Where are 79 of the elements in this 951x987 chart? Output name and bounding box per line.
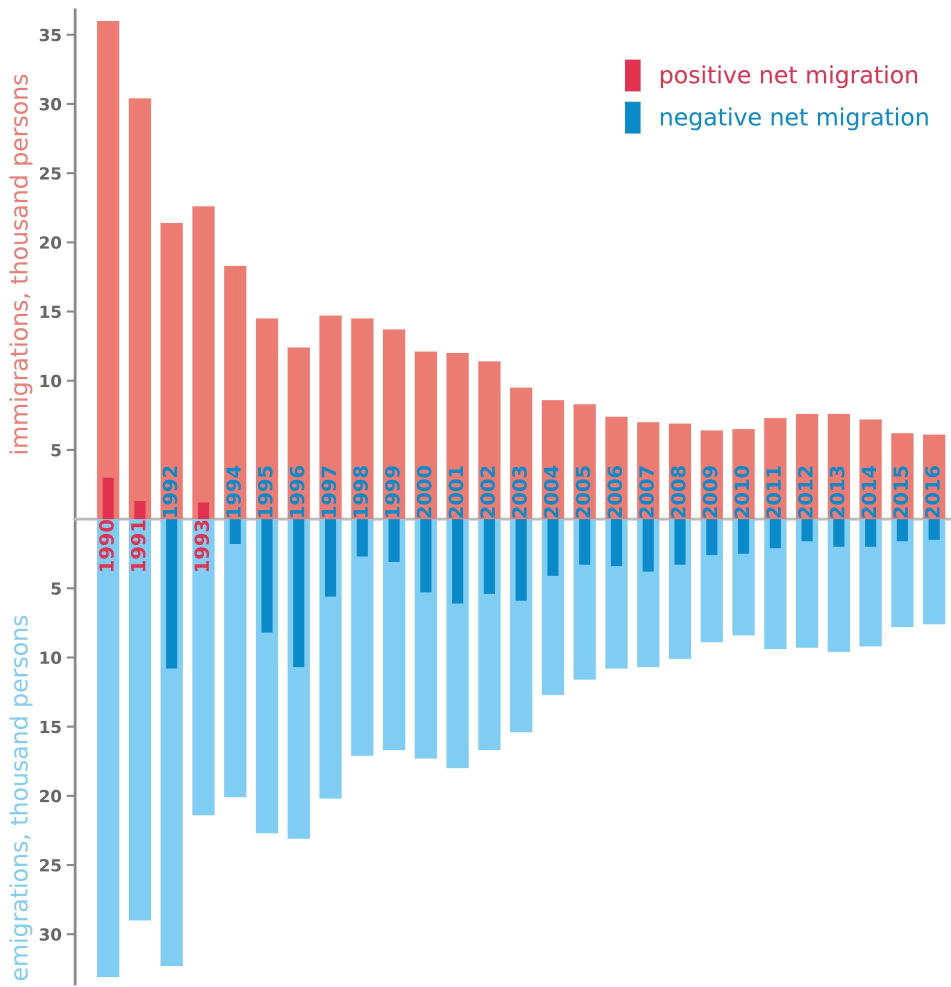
x-tick-label: 1992 [162,466,178,517]
text: emigrations, thousand persons [9,616,32,980]
x-tick-label: 2010 [734,466,750,518]
x-tick-label: 2000 [416,466,432,518]
bar [802,519,813,542]
y-tick-label: 10 [40,374,62,388]
x-tick-label: 1994 [226,466,241,517]
bar [828,519,850,652]
bar [770,519,781,548]
bar [351,519,374,756]
y-tick-label: 25 [40,859,61,872]
y-tick-label: 35 [40,28,61,42]
x-tick-label: 2002 [480,466,496,518]
bar [134,501,146,520]
bar [610,519,622,566]
bar [198,502,210,520]
y-tick-label: 5 [52,444,61,456]
legend-label: negative net migration [660,107,928,130]
x-tick-label: 1991 [130,520,146,572]
x-tick-label: 1997 [322,466,336,517]
y-tick-label: 15 [40,720,61,734]
y-tick-label: 5 [52,582,61,595]
x-tick-label: 1990 [99,520,114,572]
y-tick-label: 30 [40,98,62,111]
y-tick-label: 10 [40,651,62,664]
x-tick-label: 2012 [798,466,813,518]
bar [102,478,114,520]
bar [452,519,464,604]
x-tick-label: 2001 [448,466,464,518]
bar [166,519,178,669]
x-tick-label: 2014 [862,466,876,518]
x-tick-label: 2007 [639,466,654,518]
bar [547,519,558,576]
x-tick-label: 2003 [512,466,527,518]
bar [796,519,818,648]
y-tick-label: 20 [40,790,62,802]
bar [891,519,914,628]
x-tick-label: 1996 [290,466,304,517]
x-tick-label: 2011 [766,466,781,518]
x-tick-label: 2006 [607,466,622,518]
bar [230,519,241,544]
bar [128,98,152,520]
x-tick-label: 2016 [925,466,940,518]
y-axis-title: immigrations, thousand persons [9,74,32,454]
x-tick-label: 2009 [702,466,718,518]
bar [420,519,432,592]
bar [642,519,654,572]
bar [324,519,336,597]
x-tick-label: 1999 [385,466,400,517]
bar [706,519,718,556]
y-tick-label: 20 [40,236,62,249]
bar [484,519,495,594]
bar [388,519,400,562]
bar [382,519,406,750]
x-tick-label: 1993 [194,520,210,572]
bar [97,20,120,520]
bar [833,519,844,547]
x-tick-label: 1998 [353,466,368,517]
bar [579,519,590,565]
bar [674,519,686,565]
y-tick-label: 15 [40,306,61,318]
bar [896,519,908,542]
legend-label: positive net migration [660,65,918,88]
bar [928,519,940,540]
bar [865,519,876,547]
x-tick-label: 2004 [544,466,559,518]
x-tick-label: 2013 [830,466,844,518]
x-tick-label: 2015 [893,466,908,518]
y-tick-label: 25 [40,167,61,180]
x-tick-label: 2008 [670,466,686,518]
bar [261,519,273,633]
y-tick-label: 30 [40,928,62,941]
bar [356,519,368,556]
bar [738,519,750,554]
x-tick-label: 2005 [576,466,590,518]
bar [516,519,527,601]
bar [192,206,215,520]
bar [224,519,246,798]
x-tick-label: 1995 [258,466,273,517]
